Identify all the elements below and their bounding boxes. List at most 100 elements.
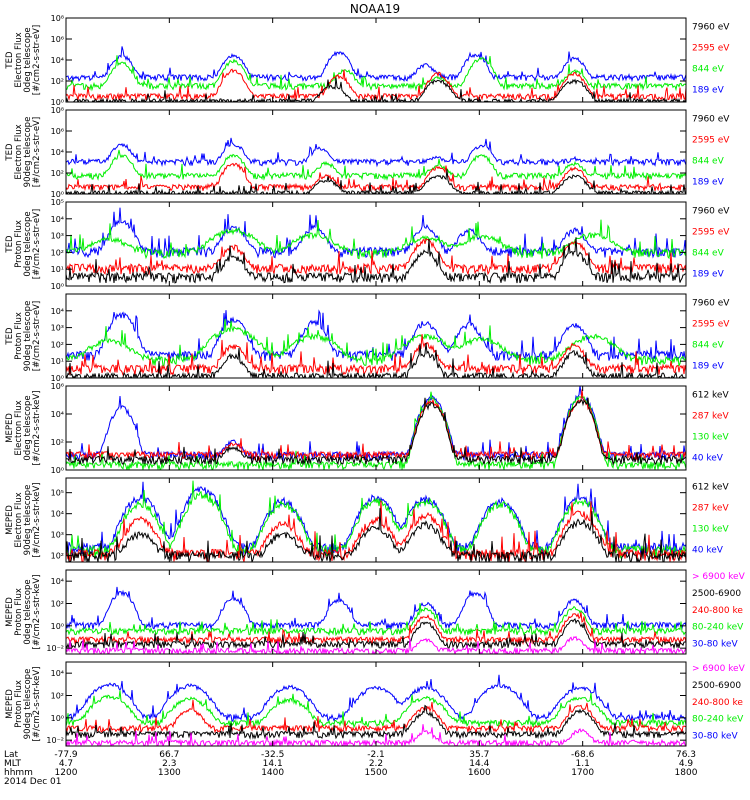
y-tick-label: 10⁰ — [51, 714, 64, 723]
y-tick-label: 10⁰ — [51, 622, 64, 631]
y-tick-label: 10⁴ — [51, 215, 64, 224]
y-tick-label: 10⁰ — [51, 98, 64, 107]
series-line — [66, 219, 686, 260]
panel-data — [66, 309, 686, 378]
y-axis-label: 0deg telescope — [23, 579, 33, 644]
legend-entry: 40 keV — [692, 546, 724, 556]
y-axis-label: [#/cm2-s-str-keV] — [32, 391, 42, 466]
panels: 10⁰ 10² 10⁴ 10⁶ 10⁸ TED Electron Flux 0deg tele… — [5, 14, 746, 747]
series-line — [66, 46, 686, 83]
x-tick-label: 1800 — [675, 768, 698, 778]
x-tick-label: 2.3 — [162, 759, 176, 769]
y-axis-label: MEPED — [5, 413, 15, 443]
x-tick-label: 4.9 — [679, 759, 694, 769]
y-tick-label: 10² — [51, 552, 64, 561]
series-line — [66, 237, 686, 285]
y-tick-label: 10⁰ — [51, 374, 64, 383]
y-axis-label: Proton Flux — [14, 588, 24, 636]
legend-entry: 2595 eV — [692, 44, 730, 54]
y-tick-label: 10² — [51, 340, 64, 349]
legend-entry: 7960 eV — [692, 115, 730, 125]
y-tick-label: 10¹ — [51, 265, 64, 274]
panel-data — [66, 674, 686, 746]
panel-1: 10⁰ 10² 10⁴ 10⁶ 10⁸ TED Electron Flux 0deg tele… — [5, 14, 730, 107]
panel-3: 10⁰ 10¹ 10² 10³ 10⁴ 10⁵ TED Proton Flux 0deg tel… — [5, 198, 730, 291]
x-tick-label: 1200 — [55, 768, 78, 778]
legend-entry: 287 keV — [692, 412, 729, 422]
y-tick-label: 10³ — [51, 324, 64, 333]
legend-entry: 40 keV — [692, 454, 724, 464]
y-axis-label: Proton Flux — [14, 312, 24, 360]
y-tick-label: 10⁴ — [51, 577, 64, 586]
panel-5: 10⁰ 10² 10⁴ 10⁶ MEPED Electron Flux 0deg teles… — [5, 382, 729, 475]
series-line — [66, 137, 686, 168]
series-line — [66, 603, 686, 637]
legend-entry: > 6900 keV — [692, 664, 746, 674]
series-line — [66, 68, 686, 102]
panel-data — [66, 386, 686, 470]
legend-entry: 2595 eV — [692, 228, 730, 238]
y-tick-label: 10⁶ — [51, 382, 64, 391]
panel-frame — [65, 17, 687, 103]
y-axis-label: [#/cm2-s-str-eV] — [32, 117, 42, 187]
series-line — [66, 699, 686, 735]
series-line — [66, 690, 686, 729]
legend-entry: 30-80 keV — [692, 731, 738, 741]
y-axis-label: 0deg telescope — [23, 395, 33, 460]
y-tick-label: 10⁵ — [51, 489, 64, 498]
y-axis-label: MEPED — [5, 689, 15, 719]
x-tick-label: 2.2 — [369, 759, 383, 769]
legend-entry: 844 eV — [692, 341, 725, 351]
legend-entry: 130 keV — [692, 433, 729, 443]
y-tick-label: 10⁴ — [51, 307, 64, 316]
x-tick-label: 1300 — [158, 768, 181, 778]
series-line — [66, 508, 686, 562]
y-axis-label: TED — [5, 143, 15, 162]
y-tick-label: 10⁰ — [51, 466, 64, 475]
x-tick-label: -68.6 — [571, 750, 595, 760]
legend-entry: 7960 eV — [692, 207, 730, 217]
panel-data — [66, 586, 686, 654]
series-line — [66, 586, 686, 631]
y-tick-label: 10² — [51, 438, 64, 447]
x-tick-label: -32.5 — [261, 750, 284, 760]
y-tick-label: 10² — [51, 691, 64, 700]
y-axis-label: 90deg telescope — [23, 117, 33, 188]
y-axis-label: 0deg telescope — [23, 211, 33, 276]
y-tick-label: 10⁰ — [51, 190, 64, 199]
x-tick-label: 1700 — [571, 768, 594, 778]
series-line — [66, 334, 686, 377]
series-line — [66, 674, 686, 724]
y-tick-label: 10⁸ — [51, 14, 64, 23]
panel-frame — [65, 109, 687, 195]
legend-entry: 30-80 keV — [692, 639, 738, 649]
panel-data — [66, 137, 686, 194]
legend-entry: 844 eV — [692, 157, 725, 167]
y-tick-label: 10⁻² — [46, 644, 64, 653]
legend-entry: 612 keV — [692, 391, 729, 401]
series-line — [66, 389, 686, 462]
legend-entry: 80-240 keV — [692, 715, 744, 725]
legend-entry: 2500-6900 — [692, 681, 741, 691]
panel-4: 10⁰ 10¹ 10² 10³ 10⁴ TED Proton Flux 90deg teles… — [5, 293, 730, 383]
y-axis-label: Electron Flux — [14, 124, 24, 179]
x-tick-label: 66.7 — [159, 750, 179, 760]
y-axis-label: 0deg telescope — [23, 27, 33, 92]
figure-title: NOAA19 — [350, 2, 400, 16]
x-tick-label: 1400 — [261, 768, 284, 778]
y-tick-label: 10³ — [51, 531, 64, 540]
x-tick-label: -77.9 — [54, 750, 78, 760]
series-line — [66, 55, 686, 92]
y-axis-label: Proton Flux — [14, 680, 24, 728]
y-tick-label: 10⁸ — [51, 106, 64, 115]
legend-entry: 844 eV — [692, 65, 725, 75]
x-tick-label: 35.7 — [469, 750, 489, 760]
x-tick-label: 76.3 — [676, 750, 696, 760]
series-line — [66, 162, 686, 193]
y-tick-label: 10⁴ — [51, 510, 64, 519]
series-line — [66, 500, 686, 562]
legend-entry: 240-800 ke — [692, 698, 743, 708]
legend-entry: > 6900 keV — [692, 572, 746, 582]
